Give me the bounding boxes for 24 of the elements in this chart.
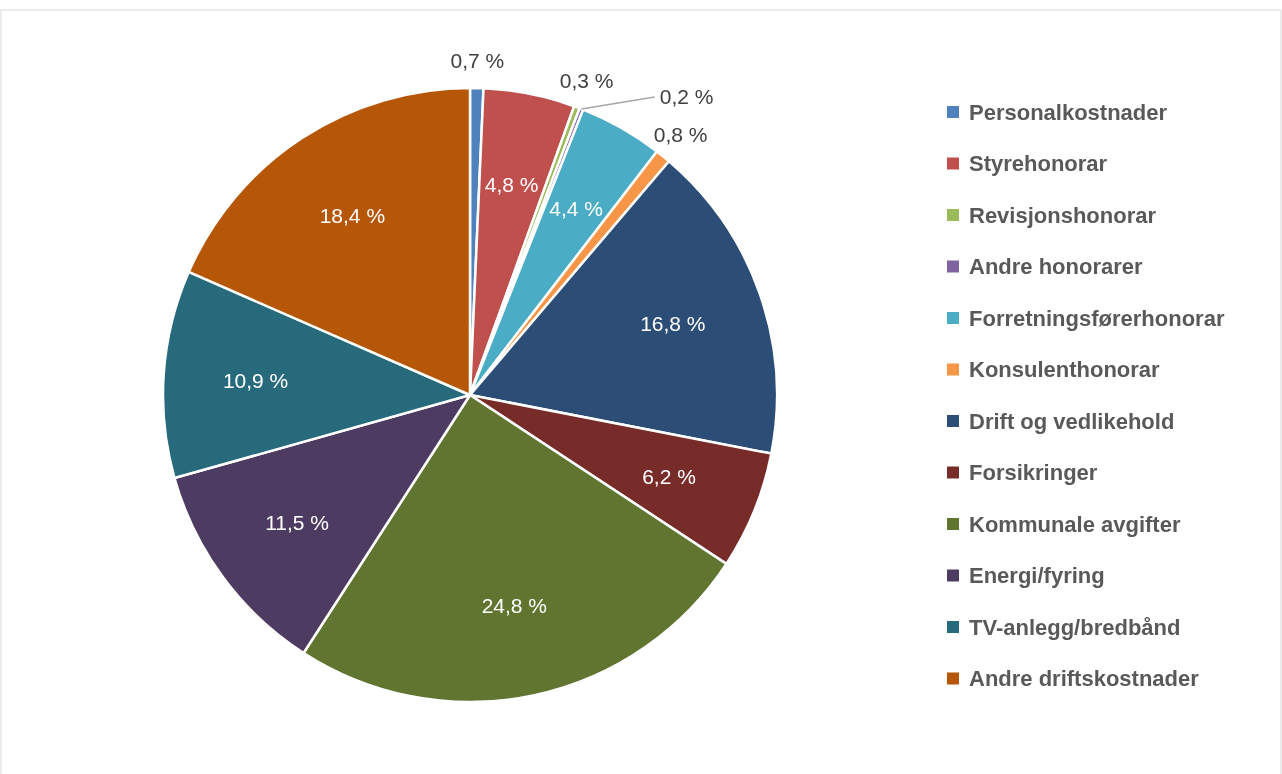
legend-label: Andre honorarer: [969, 254, 1144, 279]
data-label: 4,8 %: [484, 172, 539, 196]
data-label: 0,8 %: [653, 123, 708, 146]
legend-label: Forretningsførerhonorar: [969, 305, 1225, 331]
data-label: 24,8 %: [481, 593, 548, 617]
data-label: 0,2 %: [659, 85, 714, 109]
legend-label: Personalkostnader: [969, 99, 1168, 125]
data-label: 18,4 %: [319, 203, 386, 227]
data-label: 10,9 %: [222, 368, 289, 392]
legend-label: Drift og vedlikehold: [969, 408, 1175, 434]
legend-label: Forsikringer: [969, 460, 1098, 485]
legend-label: Styrehonorar: [969, 151, 1108, 176]
legend-label: TV-anlegg/bredbånd: [969, 614, 1181, 640]
legend-label: Energi/fyring: [969, 563, 1105, 588]
legend-label: Andre driftskostnader: [969, 666, 1200, 691]
data-label: 0,3 %: [559, 69, 614, 93]
legend-label: Konsulenthonorar: [969, 357, 1161, 382]
data-label: 16,8 %: [640, 312, 706, 336]
data-label: 0,7 %: [450, 48, 505, 72]
data-label: 4,4 %: [549, 196, 603, 220]
legend-label: Kommunale avgifter: [969, 511, 1181, 537]
data-label: 6,2 %: [642, 464, 696, 488]
legend-label: Revisjonshonorar: [969, 202, 1157, 228]
data-label: 11,5 %: [265, 511, 330, 535]
